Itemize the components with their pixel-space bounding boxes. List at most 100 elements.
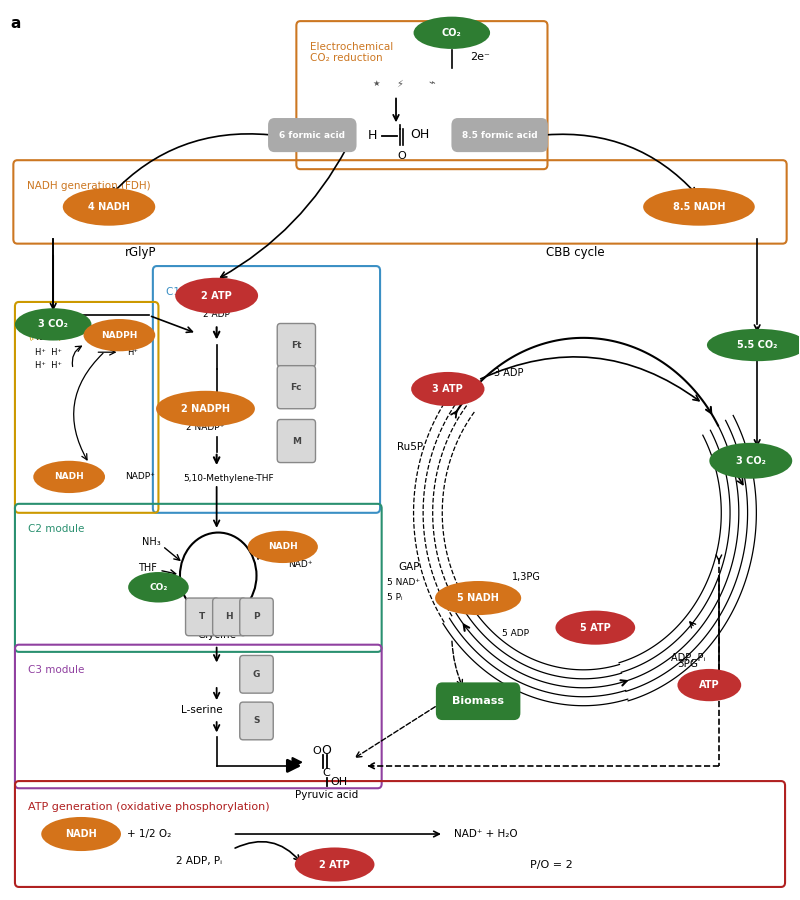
Text: ATP generation (oxidative phosphorylation): ATP generation (oxidative phosphorylatio… [29,802,270,812]
Text: S: S [254,716,260,725]
Text: NADPH generation
(PntAB): NADPH generation (PntAB) [29,322,113,342]
Text: NH₃: NH₃ [142,536,161,546]
Text: CBB cycle: CBB cycle [546,246,605,259]
Ellipse shape [42,817,121,851]
Ellipse shape [34,461,105,493]
Text: 2 ATP: 2 ATP [319,860,350,869]
Text: NADH generation (FDH): NADH generation (FDH) [27,181,150,191]
Text: THF: THF [138,563,157,573]
Text: 1,3PG: 1,3PG [512,572,541,582]
Text: 8.5 formic acid: 8.5 formic acid [462,130,538,140]
Ellipse shape [435,581,521,615]
Text: H⁺  H⁺: H⁺ H⁺ [35,347,62,356]
Text: O: O [312,745,321,756]
Text: CO₂: CO₂ [442,28,462,38]
Text: RuBP: RuBP [747,454,774,464]
Ellipse shape [175,278,258,313]
Text: Ft: Ft [291,340,302,349]
Text: T: T [199,612,206,621]
Text: NADPH: NADPH [101,330,138,339]
Text: OH: OH [330,777,347,787]
Text: L-serine: L-serine [182,706,223,716]
Ellipse shape [555,610,635,644]
FancyBboxPatch shape [213,598,246,635]
Text: ★: ★ [372,79,380,88]
Text: OH: OH [410,128,430,140]
Text: GCS: GCS [207,571,230,580]
Ellipse shape [128,572,189,602]
FancyBboxPatch shape [240,655,274,693]
Text: NAD⁺: NAD⁺ [35,333,58,342]
Text: ADP, Pᵢ: ADP, Pᵢ [671,653,706,663]
Text: 6 formic acid: 6 formic acid [279,130,346,140]
FancyBboxPatch shape [240,702,274,740]
FancyBboxPatch shape [278,323,315,366]
Text: 4 NADH: 4 NADH [88,202,130,211]
Ellipse shape [15,308,91,340]
Text: GAP: GAP [398,562,419,572]
Ellipse shape [643,188,754,226]
Text: 2 ADP, Pᵢ: 2 ADP, Pᵢ [176,856,222,866]
Text: ⚡: ⚡ [397,79,403,89]
Text: NADH: NADH [66,829,97,839]
Text: H: H [367,130,377,142]
Text: G: G [253,670,260,679]
Text: C2 module: C2 module [29,525,85,535]
Text: rGlyP: rGlyP [125,246,157,259]
Text: a: a [10,16,21,32]
Text: M: M [292,436,301,446]
Text: C1 module: C1 module [166,287,222,297]
FancyBboxPatch shape [186,598,219,635]
Text: P/O = 2: P/O = 2 [530,860,573,869]
Text: C: C [322,768,330,778]
Text: 5 NAD⁺: 5 NAD⁺ [387,579,420,588]
Ellipse shape [707,328,800,361]
Ellipse shape [83,319,155,351]
Text: 5.5 CO₂: 5.5 CO₂ [737,340,778,350]
Text: NAD⁺ + H₂O: NAD⁺ + H₂O [454,829,518,839]
FancyBboxPatch shape [278,419,315,463]
FancyBboxPatch shape [436,682,520,720]
Ellipse shape [710,443,792,479]
Text: 5,10-Methylene-THF: 5,10-Methylene-THF [183,474,274,483]
FancyBboxPatch shape [451,118,548,152]
Text: NADH: NADH [54,472,84,482]
FancyBboxPatch shape [268,118,357,152]
Text: 2 ADP: 2 ADP [203,310,230,319]
Ellipse shape [294,848,374,882]
Text: P: P [253,612,260,621]
Text: 3 CO₂: 3 CO₂ [736,455,766,466]
Text: 3 CO₂: 3 CO₂ [38,320,68,329]
Text: 2 ATP: 2 ATP [202,291,232,301]
Text: O: O [322,744,331,757]
Text: Pyruvic acid: Pyruvic acid [295,790,358,800]
Text: ATP: ATP [699,680,720,690]
Text: 5 Pᵢ: 5 Pᵢ [387,592,403,601]
Text: 8.5 NADH: 8.5 NADH [673,202,726,211]
Ellipse shape [156,391,255,427]
Text: Glycine: Glycine [197,630,236,640]
Text: C3 module: C3 module [29,665,85,675]
Text: 2 NADP⁺: 2 NADP⁺ [186,423,225,432]
Text: 5 ADP: 5 ADP [502,628,529,637]
Text: 3 ATP: 3 ATP [433,384,463,394]
Text: NADH: NADH [268,543,298,552]
Text: Fc: Fc [290,382,302,392]
Text: 3 ADP: 3 ADP [494,368,523,378]
Text: CO₂: CO₂ [150,583,168,592]
Text: 2 NADPH: 2 NADPH [181,404,230,414]
Ellipse shape [678,669,742,701]
Text: 2e⁻: 2e⁻ [470,52,490,62]
Text: + 1/2 O₂: + 1/2 O₂ [126,829,171,839]
Circle shape [180,533,257,618]
Text: ⌁: ⌁ [429,79,435,89]
Ellipse shape [411,372,485,406]
Text: Electrochemical
CO₂ reduction: Electrochemical CO₂ reduction [310,41,393,63]
Text: H⁺  H⁺: H⁺ H⁺ [35,361,62,370]
Text: O: O [398,150,406,161]
Text: H: H [226,612,234,621]
Text: 5 NADH: 5 NADH [457,593,499,603]
FancyBboxPatch shape [278,365,315,409]
Ellipse shape [62,188,155,226]
Text: Ru5P: Ru5P [397,442,423,453]
